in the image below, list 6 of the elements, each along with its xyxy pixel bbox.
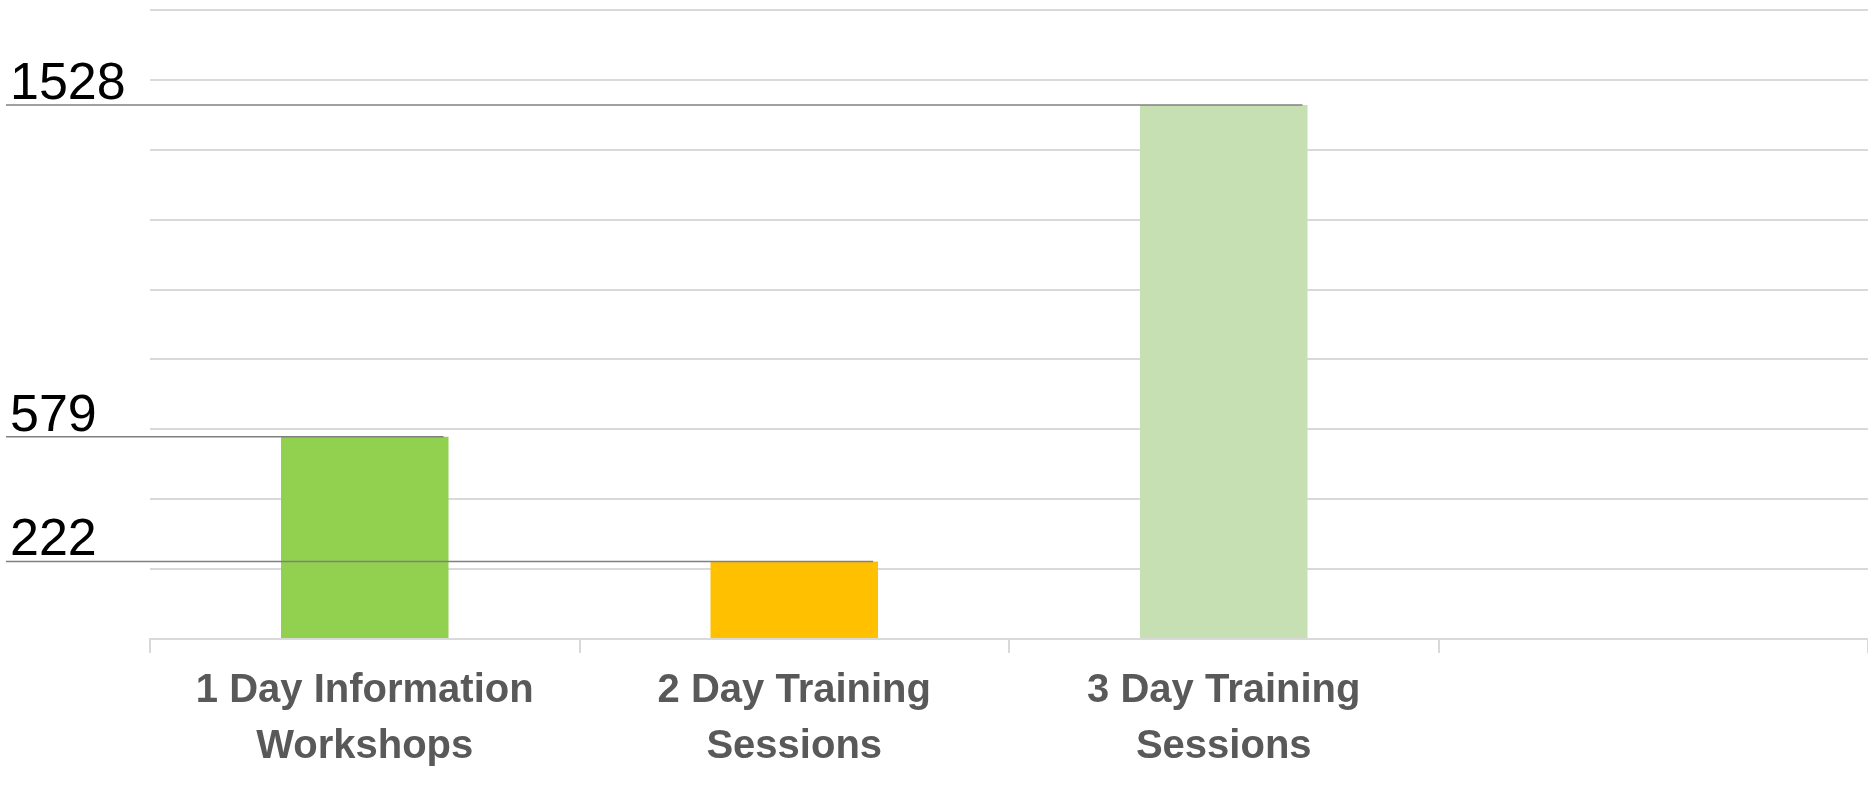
x-tick-label: 3 Day Training Sessions [1087,666,1361,767]
x-tick-label: 1 Day Information Workshops [195,666,534,767]
ref-line-label: 1528 [10,52,126,111]
x-tick-label: 2 Day Training Sessions [657,666,931,767]
ref-line-label: 222 [10,508,97,567]
ref-line-label: 579 [10,383,97,442]
